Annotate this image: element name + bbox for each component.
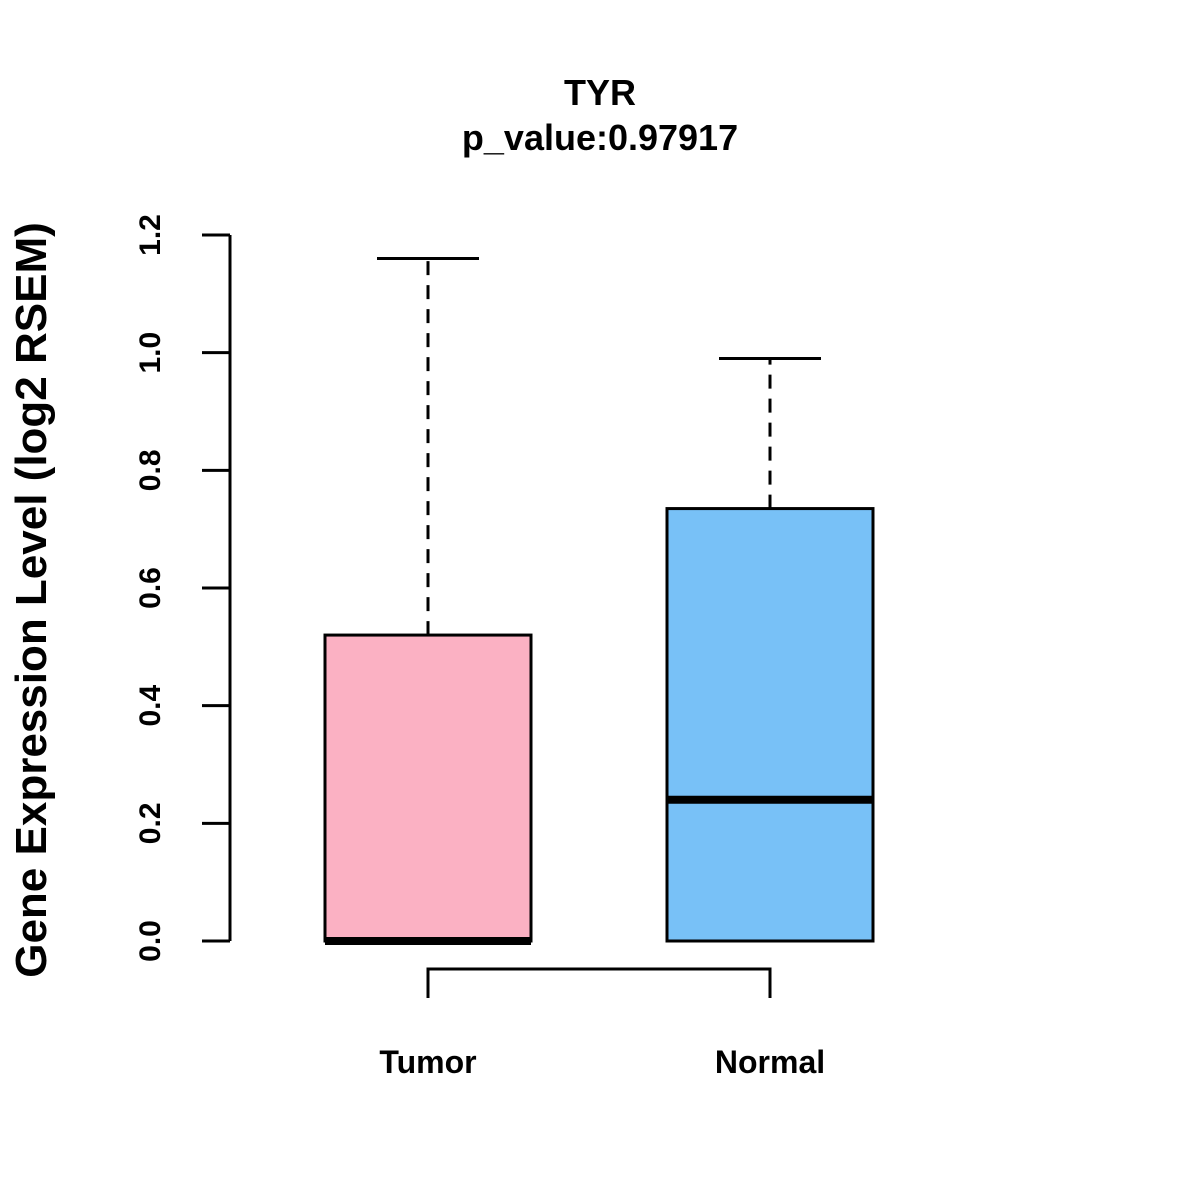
box-group-tumor xyxy=(323,257,533,945)
y-axis-label: Gene Expression Level (log2 RSEM) xyxy=(7,222,56,978)
y-tick-label: 0.4 xyxy=(134,685,167,727)
chart-title: TYR xyxy=(564,72,636,113)
x-tick-label-normal: Normal xyxy=(715,1044,825,1080)
y-tick-label: 0.6 xyxy=(134,567,167,609)
chart-subtitle: p_value:0.97917 xyxy=(462,117,738,158)
x-tick-label-tumor: Tumor xyxy=(379,1044,476,1080)
bracket-line xyxy=(426,967,772,998)
box-group-normal xyxy=(665,357,875,943)
y-tick-label: 0.2 xyxy=(134,802,167,844)
y-axis: 0.0 0.2 0.4 0.6 0.8 1.0 1.2 xyxy=(134,214,232,962)
y-tick-label: 0.0 xyxy=(134,920,167,962)
box-body xyxy=(665,507,875,943)
box-body xyxy=(323,633,533,943)
comparison-bracket xyxy=(426,967,772,998)
boxes-layer xyxy=(323,257,875,945)
y-tick-label: 0.8 xyxy=(134,449,167,491)
y-tick-label: 1.2 xyxy=(134,214,167,256)
y-tick-label: 1.0 xyxy=(134,332,167,374)
x-axis-labels: Tumor Normal xyxy=(379,1044,825,1080)
